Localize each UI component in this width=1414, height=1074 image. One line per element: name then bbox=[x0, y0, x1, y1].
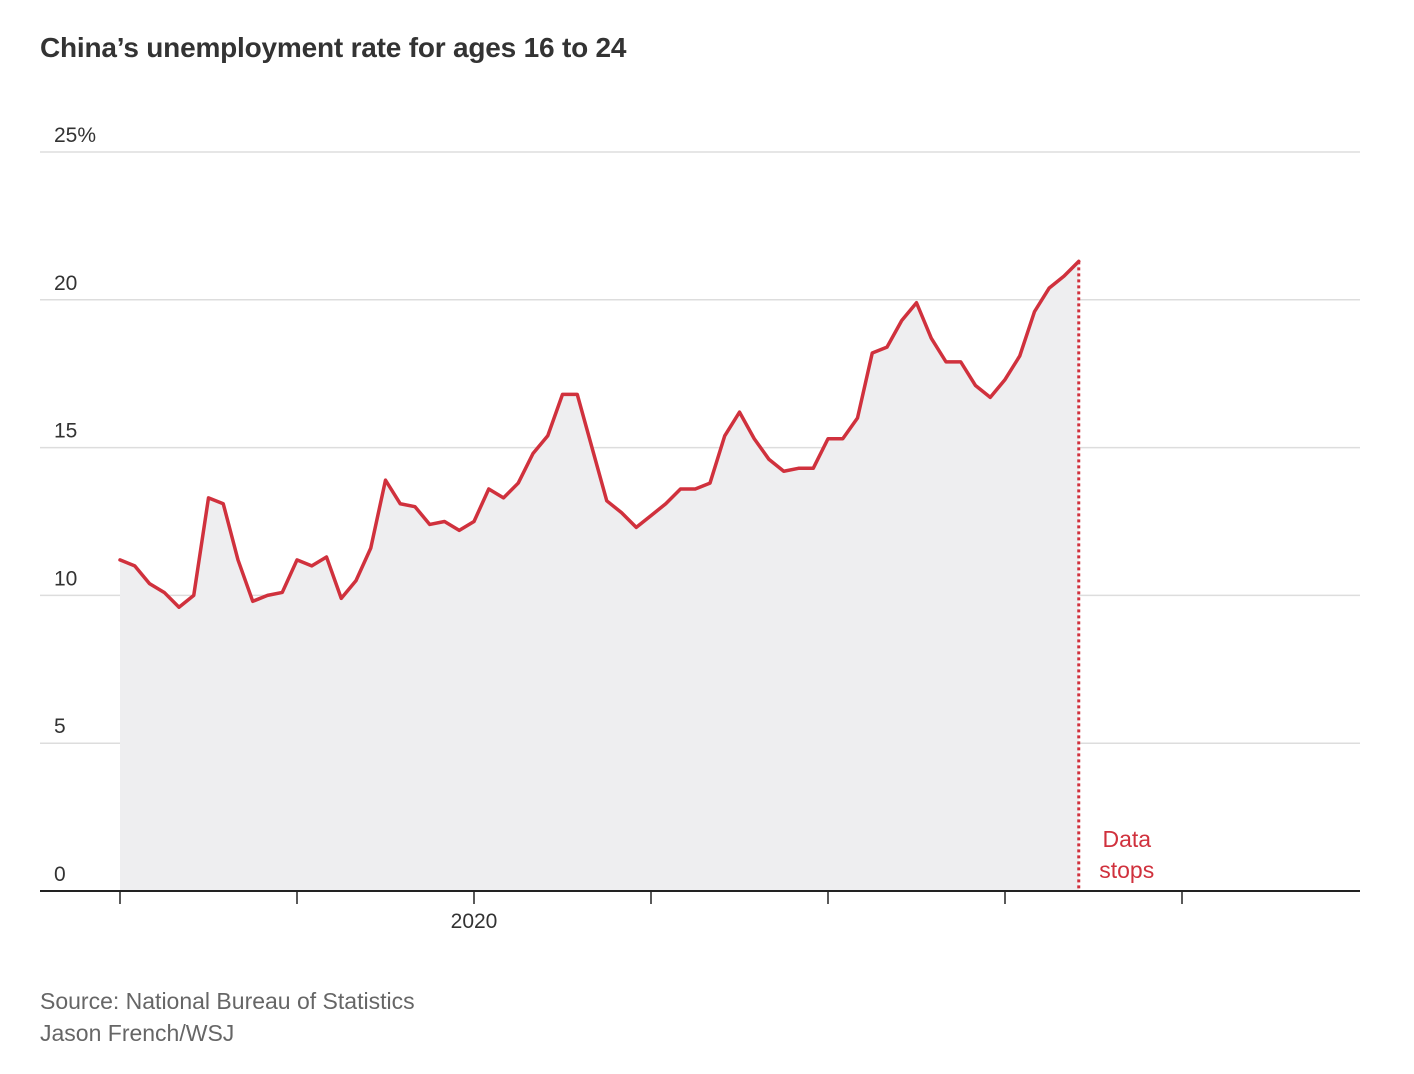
data-point-3 bbox=[163, 591, 165, 593]
data-point-26 bbox=[503, 497, 504, 499]
data-point-16 bbox=[355, 580, 357, 582]
data-point-27 bbox=[517, 482, 519, 484]
data-point-38 bbox=[680, 488, 681, 490]
data-point-7 bbox=[222, 503, 224, 505]
data-point-8 bbox=[237, 559, 239, 561]
data-point-62 bbox=[1034, 311, 1035, 313]
area-fill-layer bbox=[120, 261, 1079, 891]
data-point-30 bbox=[562, 393, 563, 395]
data-point-35 bbox=[635, 526, 637, 528]
data-point-40 bbox=[709, 482, 711, 484]
data-point-52 bbox=[886, 346, 888, 348]
data-point-55 bbox=[930, 337, 932, 339]
data-point-1 bbox=[134, 565, 136, 567]
data-point-11 bbox=[281, 591, 283, 593]
data-stops-label-line2: stops bbox=[1099, 857, 1154, 883]
data-point-18 bbox=[385, 479, 386, 481]
data-point-31 bbox=[576, 393, 578, 395]
data-point-47 bbox=[812, 467, 814, 469]
data-point-12 bbox=[296, 559, 298, 561]
data-point-10 bbox=[267, 594, 268, 596]
y-tick-labels: 0 5 10 15 20 25% bbox=[54, 124, 96, 886]
y-tick-label-3: 15 bbox=[54, 420, 77, 443]
data-point-0 bbox=[119, 559, 121, 561]
data-point-64 bbox=[1063, 275, 1065, 277]
x-tick-label-2: 2020 bbox=[451, 910, 498, 933]
data-point-34 bbox=[621, 512, 622, 514]
data-point-37 bbox=[665, 503, 667, 505]
data-point-13 bbox=[311, 565, 313, 567]
data-point-61 bbox=[1019, 355, 1021, 357]
data-point-50 bbox=[857, 417, 858, 419]
source-line: Source: National Bureau of Statistics bbox=[40, 988, 415, 1014]
data-point-58 bbox=[975, 385, 976, 387]
y-tick-label-0: 0 bbox=[54, 863, 66, 886]
series-line bbox=[118, 259, 1081, 609]
data-point-22 bbox=[444, 521, 445, 522]
data-point-39 bbox=[694, 488, 696, 490]
y-tick-label-4: 20 bbox=[54, 272, 77, 295]
data-point-20 bbox=[414, 506, 416, 508]
data-point-59 bbox=[989, 396, 991, 398]
data-point-51 bbox=[871, 352, 873, 354]
data-point-49 bbox=[842, 438, 844, 440]
data-point-9 bbox=[252, 600, 254, 602]
data-point-25 bbox=[488, 488, 490, 490]
data-point-33 bbox=[606, 500, 608, 502]
data-point-53 bbox=[901, 319, 903, 321]
data-point-57 bbox=[960, 361, 962, 363]
data-point-21 bbox=[429, 523, 431, 525]
data-point-41 bbox=[724, 435, 726, 437]
data-stops-annotation: Data stops bbox=[1077, 261, 1154, 891]
data-point-44 bbox=[768, 458, 770, 460]
y-tick-label-2: 10 bbox=[54, 567, 77, 590]
data-point-63 bbox=[1048, 287, 1050, 289]
data-point-4 bbox=[178, 606, 180, 608]
data-point-28 bbox=[532, 453, 534, 455]
data-point-2 bbox=[149, 583, 150, 585]
data-stops-label-line1: Data bbox=[1102, 826, 1151, 852]
data-point-36 bbox=[650, 515, 652, 517]
data-point-29 bbox=[547, 435, 549, 437]
data-point-14 bbox=[326, 556, 327, 558]
source-block: Source: National Bureau of Statistics Ja… bbox=[40, 985, 415, 1049]
data-point-19 bbox=[399, 503, 401, 505]
data-point-6 bbox=[208, 497, 209, 499]
data-point-60 bbox=[1004, 379, 1006, 381]
data-point-54 bbox=[916, 302, 917, 304]
chart-title: China’s unemployment rate for ages 16 to… bbox=[40, 32, 627, 63]
series-line-layer bbox=[118, 259, 1081, 609]
data-point-23 bbox=[458, 529, 460, 531]
data-point-24 bbox=[473, 521, 475, 522]
x-axis: 2020 bbox=[40, 890, 1360, 933]
data-point-17 bbox=[370, 547, 372, 549]
data-point-42 bbox=[739, 411, 740, 413]
data-point-46 bbox=[798, 467, 799, 469]
data-point-5 bbox=[193, 594, 195, 596]
data-point-48 bbox=[827, 438, 829, 440]
data-point-32 bbox=[591, 447, 593, 449]
credit-line: Jason French/WSJ bbox=[40, 1020, 235, 1046]
y-tick-label-1: 5 bbox=[54, 715, 66, 738]
y-tick-label-5: 25% bbox=[54, 124, 96, 147]
area-fill bbox=[120, 261, 1079, 891]
data-point-56 bbox=[945, 361, 947, 363]
data-point-15 bbox=[340, 597, 342, 599]
data-point-43 bbox=[753, 438, 755, 440]
data-point-45 bbox=[783, 470, 785, 472]
